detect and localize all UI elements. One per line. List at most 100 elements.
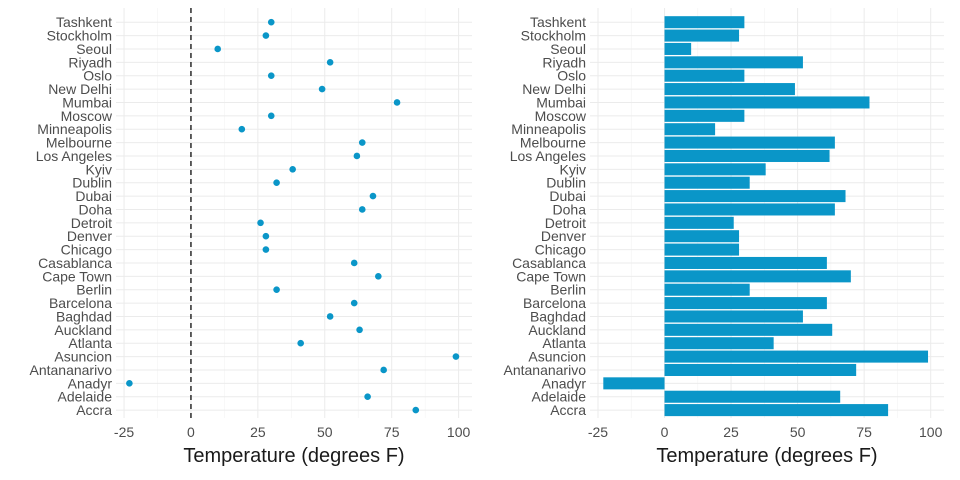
bar-kyiv [664, 163, 766, 176]
bar-auckland [664, 323, 833, 336]
bar-category-label: Oslo [557, 68, 586, 84]
bar-category-label: Minneapolis [511, 121, 586, 137]
dot-category-label: Asuncion [54, 349, 112, 365]
dot-category-label: Casablanca [38, 255, 112, 271]
dot-los-angeles [353, 152, 361, 160]
dot-minneapolis [238, 125, 246, 133]
dot-riyadh [326, 59, 334, 66]
dot-category-label: Oslo [83, 68, 112, 84]
dot-category-label: Kyiv [86, 161, 112, 177]
dot-category-label: Berlin [76, 282, 112, 298]
dot-x-tick-label: -25 [114, 424, 134, 440]
dot-category-label: Baghdad [56, 308, 112, 324]
bar-x-tick-label: 75 [856, 424, 872, 440]
bar-x-tick-label: -25 [588, 424, 608, 440]
bar-category-label: Mumbai [536, 94, 586, 110]
dot-x-tick-label: 50 [317, 424, 333, 440]
dot-category-label: Auckland [54, 322, 112, 338]
dot-dublin [273, 179, 280, 187]
bar-antananarivo [664, 363, 857, 376]
bar-category-label: Dubai [549, 188, 586, 204]
bar-dublin [664, 176, 750, 189]
dot-category-label: Chicago [61, 242, 113, 258]
bar-mumbai [664, 96, 870, 109]
bar-chicago [664, 243, 740, 256]
dot-x-axis-title: Temperature (degrees F) [183, 445, 404, 467]
dot-moscow [267, 112, 275, 120]
bar-category-label: Denver [541, 228, 586, 244]
bar-atlanta [664, 337, 774, 350]
dot-casablanca [350, 259, 358, 267]
bar-category-label: Atlanta [542, 335, 586, 351]
bar-melbourne [664, 136, 835, 149]
bar-x-tick-label: 25 [723, 424, 739, 440]
dot-category-label: Mumbai [62, 94, 112, 110]
dot-seoul [214, 45, 222, 53]
bar-berlin [664, 283, 750, 296]
dot-grid [116, 8, 472, 418]
bar-category-label: Doha [553, 201, 587, 217]
bar-x-tick-label: 100 [919, 424, 943, 440]
dot-dubai [369, 192, 377, 200]
bar-asuncion [664, 350, 929, 363]
dot-doha [358, 206, 366, 213]
bar-category-label: Antananarivo [503, 362, 586, 378]
dot-category-label: Denver [67, 228, 112, 244]
bar-marks [603, 16, 929, 417]
dot-oslo [267, 72, 275, 80]
dot-adelaide [364, 393, 371, 401]
bar-oslo [664, 69, 745, 82]
bar-category-label: Chicago [535, 242, 587, 258]
bar-stockholm [664, 29, 740, 42]
dot-category-label: Accra [76, 402, 112, 418]
bar-category-label: Tashkent [530, 14, 586, 30]
dot-mumbai [393, 99, 401, 106]
dot-category-label: Moscow [61, 108, 113, 124]
dot-tashkent [267, 18, 275, 26]
dot-berlin [273, 286, 280, 294]
dot-category-label: Riyadh [68, 54, 112, 70]
bar-category-label: Anadyr [542, 375, 587, 391]
bar-category-label: Riyadh [542, 54, 586, 70]
bar-baghdad [664, 310, 803, 323]
dot-x-tick-label: 100 [447, 424, 471, 440]
dot-melbourne [358, 139, 366, 146]
dot-category-label: Dubai [75, 188, 112, 204]
dot-detroit [257, 219, 264, 227]
bar-doha [664, 203, 835, 216]
dot-category-label: Stockholm [47, 28, 112, 44]
dot-new-delhi [318, 85, 326, 93]
bar-riyadh [664, 56, 803, 69]
bar-seoul [664, 42, 692, 55]
dot-auckland [356, 326, 363, 334]
bar-x-tick-labels: -25 0 25 50 75 100 [588, 424, 943, 440]
dot-category-label: Antananarivo [29, 362, 112, 378]
bar-dubai [664, 190, 846, 203]
bar-category-label: Seoul [550, 41, 586, 57]
dot-kyiv [289, 166, 296, 173]
dot-x-tick-labels: -25 0 25 50 75 100 [114, 424, 471, 440]
dot-category-label: Barcelona [49, 295, 112, 311]
bar-category-label: Auckland [528, 322, 586, 338]
dot-category-label: Adelaide [58, 389, 113, 405]
bar-category-label: Baghdad [530, 308, 586, 324]
dot-x-tick-label: 0 [187, 424, 195, 440]
dot-category-label: Minneapolis [37, 121, 112, 137]
dot-denver [262, 232, 270, 240]
bar-category-label: Casablanca [512, 255, 586, 271]
bar-anadyr [603, 377, 665, 390]
dot-atlanta [297, 339, 304, 347]
bar-x-tick-label: 0 [661, 424, 669, 440]
dot-category-label: Seoul [76, 41, 112, 57]
dot-category-label: Cape Town [42, 268, 112, 284]
bar-denver [664, 230, 740, 243]
dot-category-label: Dublin [72, 175, 112, 191]
bar-adelaide [664, 390, 841, 403]
dot-category-label: Anadyr [68, 375, 113, 391]
dot-barcelona [350, 299, 358, 307]
dot-stockholm [262, 32, 270, 39]
